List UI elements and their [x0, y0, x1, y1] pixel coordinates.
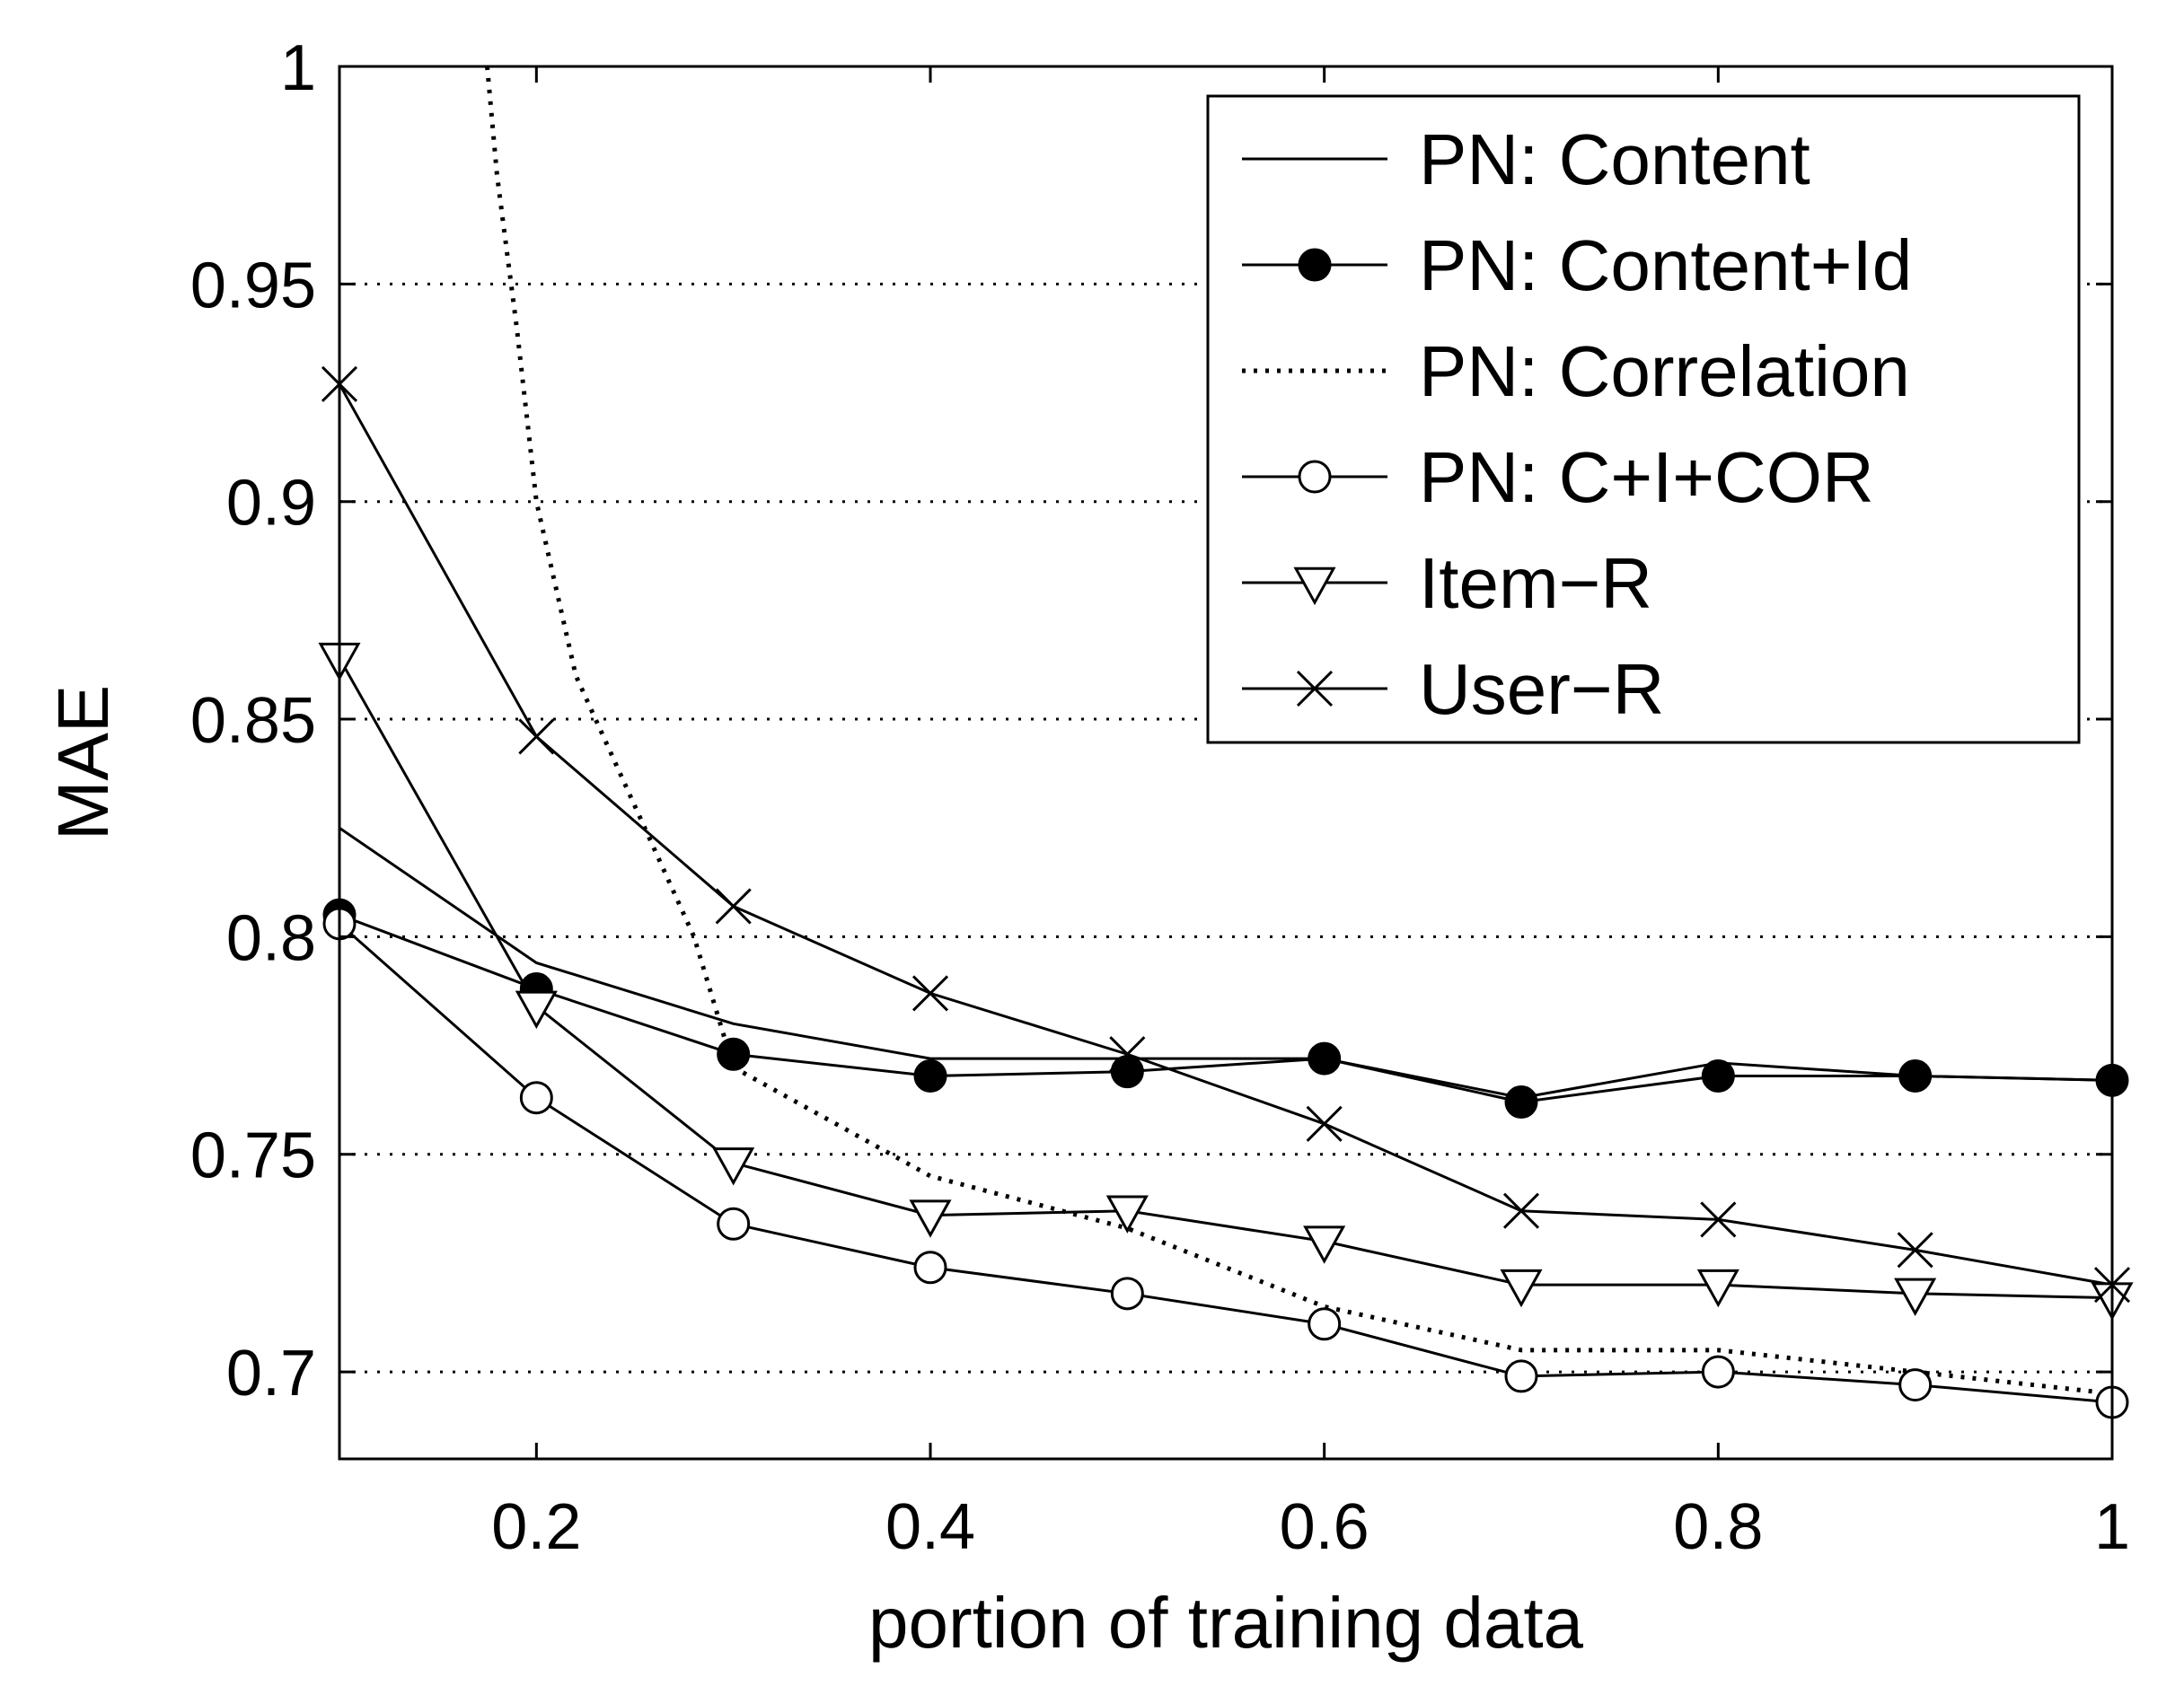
data-point-pn-c-i-cor — [519, 1081, 553, 1115]
y-tick-label: 0.9 — [226, 468, 316, 540]
data-point-user-r — [1700, 1201, 1737, 1238]
data-point-pn-c-i-cor — [913, 1251, 947, 1285]
data-point-pn-c-i-cor — [1110, 1277, 1144, 1311]
data-point-user-r — [1502, 1192, 1540, 1229]
x-axis-label: portion of training data — [868, 1583, 1584, 1663]
legend-label-pn-c-i-cor: PN: C+I+COR — [1419, 437, 1874, 517]
y-tick-label: 0.95 — [190, 250, 316, 321]
series-line-item-r — [338, 657, 2113, 1300]
data-point-pn-content-id — [1110, 1055, 1144, 1089]
data-point-user-r — [1306, 1105, 1343, 1142]
legend-label-pn-correlation: PN: Correlation — [1419, 331, 1910, 411]
x-tick-label: 1 — [2094, 1491, 2130, 1563]
series-line-pn-content-id — [339, 913, 2113, 1104]
data-point-pn-content-id — [1898, 1058, 1933, 1093]
legend-marker-pn-c-i-cor — [1298, 460, 1332, 494]
x-tick-label: 0.6 — [1280, 1491, 1369, 1563]
data-point-pn-c-i-cor — [1504, 1359, 1538, 1393]
legend: PN: Content PN: Content+Id PN: Correlation… — [1206, 94, 2081, 744]
legend-items: PN: Content PN: Content+Id PN: Correlation… — [1242, 119, 1912, 729]
legend-label-user-r: User−R — [1419, 649, 1664, 729]
data-point-item-r — [1696, 1269, 1739, 1308]
y-tick-label: 0.85 — [190, 685, 316, 757]
data-point-pn-content-id — [1701, 1058, 1735, 1093]
legend-box — [1206, 94, 2081, 744]
data-point-pn-content-id — [1308, 1041, 1342, 1076]
legend-label-pn-content-id: PN: Content+Id — [1419, 225, 1912, 305]
data-point-item-r — [1894, 1278, 1937, 1316]
data-point-pn-content-id — [717, 1037, 751, 1071]
legend-marker-pn-content-id — [1298, 248, 1332, 282]
data-point-user-r — [518, 718, 555, 755]
data-point-user-r — [715, 888, 752, 925]
legend-marker-user-r — [1296, 670, 1334, 707]
data-point-pn-content-id — [913, 1058, 947, 1093]
data-point-pn-c-i-cor — [1898, 1368, 1933, 1402]
series-line-user-r — [338, 383, 2113, 1287]
axis-ticks: 0.7 0.75 0.8 0.85 0.9 0.95 1 0.2 0.4 0.6 0.8 1 — [190, 32, 2130, 1563]
legend-label-item-r: Item−R — [1419, 543, 1652, 623]
data-point-user-r — [911, 975, 949, 1012]
data-point-item-r — [515, 990, 558, 1030]
data-point-item-r — [909, 1199, 952, 1238]
y-tick-label: 0.7 — [226, 1338, 316, 1410]
data-point-item-r — [1105, 1195, 1149, 1234]
data-point-pn-c-i-cor — [1701, 1355, 1735, 1389]
data-point-user-r — [1897, 1232, 1933, 1269]
plot-frame — [338, 65, 2114, 1461]
y-tick-label: 0.75 — [190, 1120, 316, 1192]
x-tick-label: 0.2 — [491, 1491, 581, 1563]
data-point-item-r — [1303, 1225, 1346, 1264]
y-tick-label: 0.8 — [226, 902, 316, 974]
series-line-pn-content — [339, 826, 2113, 1100]
x-tick-label: 0.8 — [1673, 1491, 1763, 1563]
data-point-user-r — [1109, 1036, 1146, 1073]
legend-marker-item-r — [1293, 566, 1336, 606]
data-point-pn-content-id — [1504, 1085, 1538, 1120]
series-line-pn-c-i-cor — [339, 922, 2113, 1404]
x-tick-label: 0.4 — [885, 1491, 975, 1563]
data-point-item-r — [1500, 1269, 1543, 1308]
y-axis-label: MAE — [43, 685, 123, 840]
y-tick-label: 1 — [280, 32, 316, 104]
data-point-pn-c-i-cor — [1308, 1307, 1342, 1341]
data-point-item-r — [712, 1147, 755, 1186]
series-markers — [318, 365, 2134, 1419]
data-point-pn-c-i-cor — [717, 1207, 751, 1241]
legend-label-pn-content: PN: Content — [1419, 119, 1810, 199]
